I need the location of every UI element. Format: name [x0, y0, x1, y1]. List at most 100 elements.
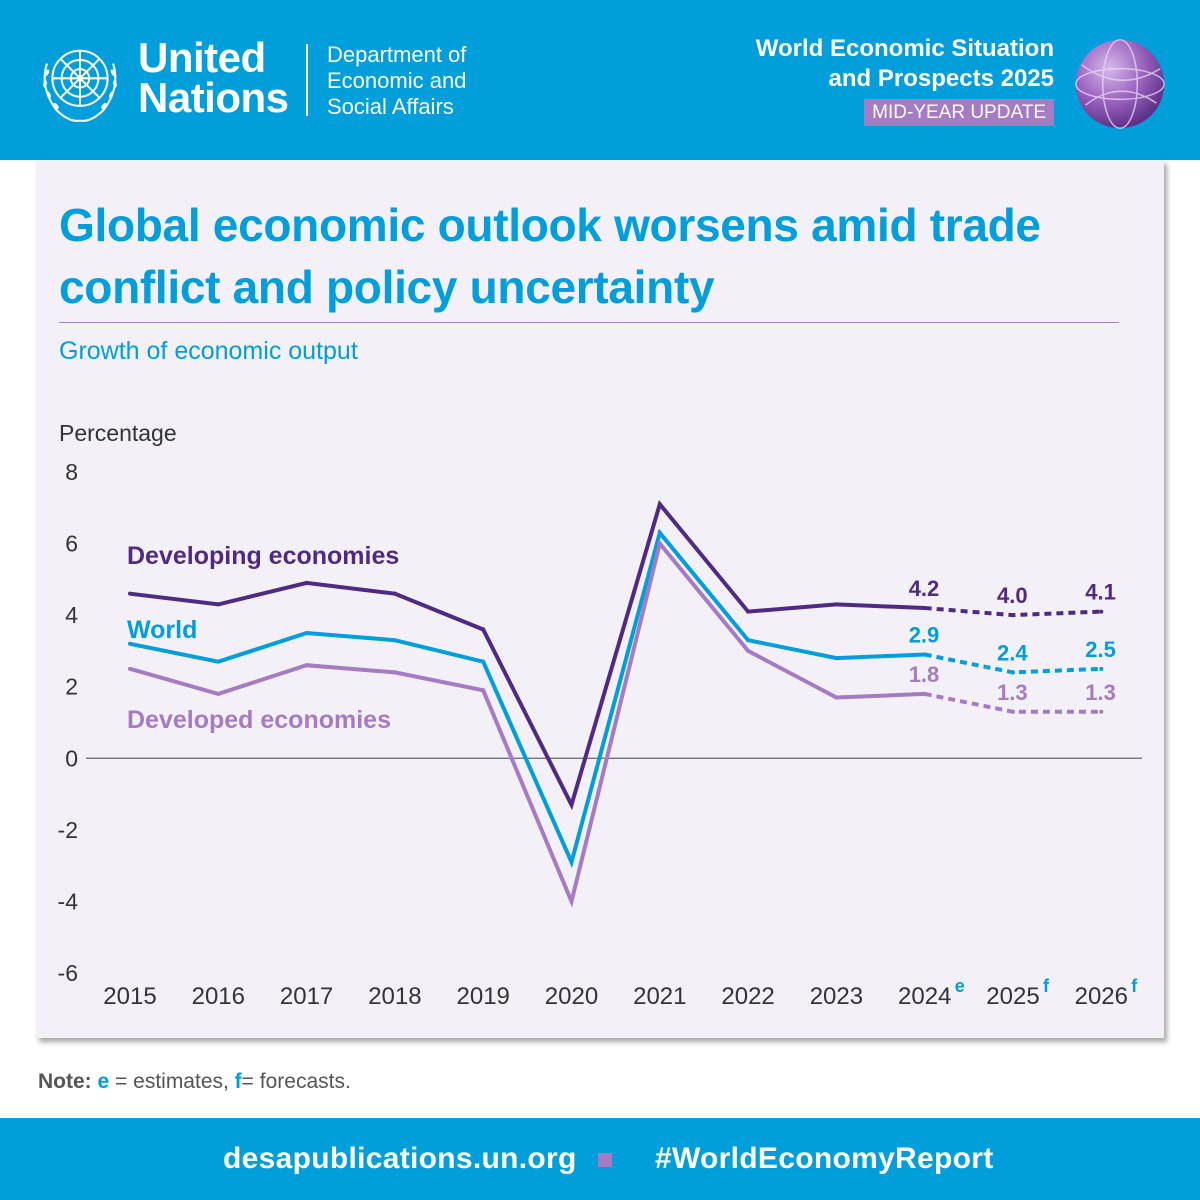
department-name: Department of Economic and Social Affair…: [327, 42, 466, 120]
un-wordmark-line2: Nations: [138, 74, 289, 121]
data-point: [304, 663, 309, 668]
y-tick-label: 0: [65, 745, 78, 771]
data-point: [657, 541, 662, 546]
data-point: [746, 648, 751, 653]
data-point: [569, 802, 574, 807]
series-line-developed-economies: [129, 539, 925, 908]
data-point: [1099, 709, 1104, 714]
report-title-line2: and Prospects 2025: [828, 65, 1054, 92]
data-point: [922, 652, 927, 657]
data-label: 4.1: [1085, 580, 1116, 605]
department-line1: Department of: [327, 42, 467, 67]
header-divider: [306, 44, 308, 116]
x-tick-label: 2025: [986, 983, 1039, 1010]
note-label: Note:: [38, 1070, 92, 1093]
y-axis-label: Percentage: [59, 420, 177, 446]
un-wordmark-line1: United: [138, 34, 266, 81]
x-tick-label: 2017: [280, 983, 333, 1010]
data-point: [834, 695, 839, 700]
department-line2: Economic and: [327, 68, 467, 93]
data-point: [481, 627, 486, 632]
data-label: 2.9: [909, 623, 940, 648]
department-line3: Social Affairs: [327, 94, 454, 119]
data-point: [1011, 709, 1015, 714]
line-chart: Percentage 8 6 4 2 0 -2 -4 -6 2015 2016 2017 2018 201…: [58, 420, 1142, 1010]
x-tick-label: 2023: [810, 983, 863, 1010]
data-label: 1.3: [1085, 680, 1116, 705]
data-point: [216, 602, 221, 607]
x-tick-label: 2016: [192, 983, 245, 1010]
data-label: 4.2: [909, 576, 940, 601]
data-point: [1099, 666, 1104, 671]
y-tick-label: 2: [65, 674, 78, 700]
data-point: [128, 666, 132, 671]
data-label: 2.4: [997, 640, 1028, 665]
chart-title-line2: conflict and policy uncertainty: [59, 261, 715, 313]
y-tick-label: 8: [65, 459, 78, 485]
note-e-text: = estimates,: [109, 1070, 235, 1093]
data-point: [1011, 670, 1015, 675]
x-tick-label: 2022: [721, 983, 774, 1010]
data-point: [1011, 613, 1015, 618]
chart-subtitle: Growth of economic output: [59, 337, 358, 365]
data-point: [746, 609, 751, 614]
data-point: [569, 860, 574, 865]
x-tick-label: 2021: [633, 983, 686, 1010]
x-tick-superscript: f: [1131, 976, 1138, 996]
legend-label: World: [127, 616, 197, 644]
data-point: [746, 638, 751, 643]
data-point: [657, 502, 662, 507]
data-point: [569, 899, 574, 904]
x-tick-label: 2018: [368, 983, 421, 1010]
series-line-world: [129, 528, 925, 869]
data-point: [481, 688, 486, 693]
data-point: [834, 602, 839, 607]
data-point: [392, 638, 397, 643]
globe-icon: [1075, 39, 1165, 129]
un-wordmark: United Nations: [138, 34, 289, 121]
data-point: [304, 580, 309, 585]
footnote: Note: e = estimates, f= forecasts.: [38, 1068, 351, 1096]
y-tick-label: -6: [58, 960, 78, 986]
data-label: 1.3: [997, 680, 1028, 705]
note-e-key: e: [97, 1070, 110, 1093]
data-label: 1.8: [909, 662, 940, 687]
note-f-text: = forecasts.: [241, 1070, 351, 1093]
note-f-key: f: [234, 1070, 242, 1093]
series-line-developing-economies: [129, 500, 925, 811]
data-point: [657, 530, 662, 535]
data-point: [216, 659, 221, 664]
data-point: [922, 691, 927, 696]
footer-hashtag[interactable]: #WorldEconomyReport: [655, 1142, 994, 1175]
data-label: 4.0: [997, 583, 1028, 608]
data-label: 2.5: [1085, 637, 1116, 662]
x-tick-superscript: e: [955, 976, 965, 996]
legend-label: Developed economies: [127, 706, 391, 734]
data-point: [922, 605, 927, 610]
footer-link[interactable]: desapublications.un.org: [223, 1142, 577, 1175]
un-emblem-icon: [43, 49, 117, 122]
x-tick-label: 2015: [103, 983, 156, 1010]
x-tick-superscript: f: [1043, 976, 1050, 996]
y-tick-label: 4: [65, 602, 78, 628]
mid-year-badge: MID-YEAR UPDATE: [864, 99, 1054, 126]
data-point: [392, 591, 397, 596]
data-point: [1099, 609, 1104, 614]
data-point: [304, 631, 309, 636]
report-title-line1: World Economic Situation: [755, 35, 1054, 62]
chart-card: [36, 160, 1164, 1038]
y-tick-label: 6: [65, 531, 78, 557]
data-point: [392, 670, 397, 675]
data-point: [128, 591, 132, 596]
data-point: [216, 691, 221, 696]
x-tick-label: 2020: [545, 983, 598, 1010]
x-tick-label: 2019: [457, 983, 510, 1010]
x-tick-label: 2026: [1075, 983, 1128, 1010]
y-tick-label: -4: [58, 888, 79, 914]
header-banner: [0, 0, 1200, 160]
title-divider: [59, 322, 1119, 323]
legend-label: Developing economies: [127, 542, 399, 570]
data-point: [128, 641, 132, 646]
y-tick-label: -2: [58, 817, 78, 843]
data-point: [834, 656, 839, 661]
